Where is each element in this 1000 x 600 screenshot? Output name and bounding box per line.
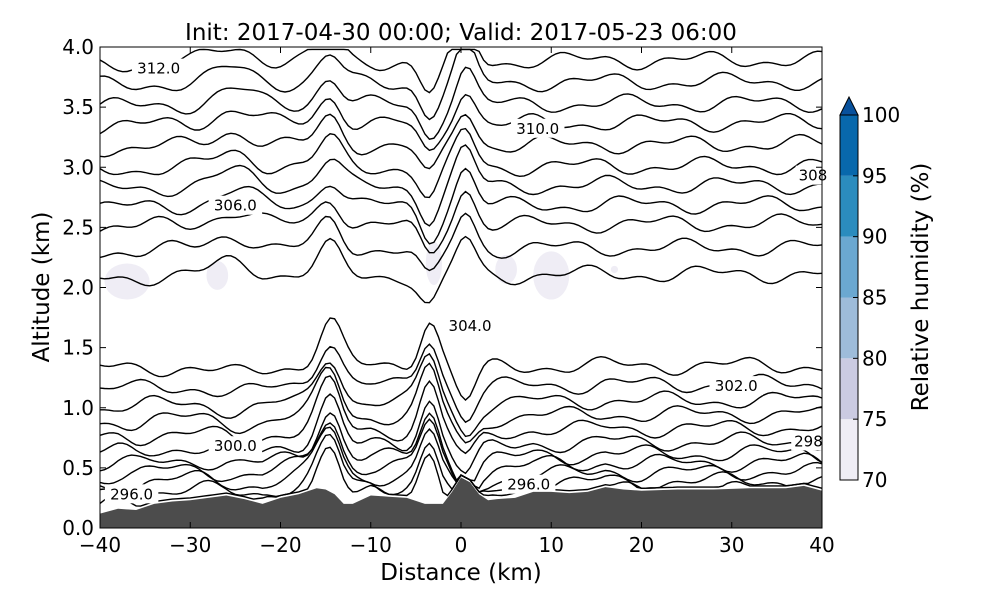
- colorbar-segment: [840, 115, 858, 176]
- contour-label-bg: [709, 376, 764, 396]
- x-tick-label: 0: [455, 533, 468, 557]
- colorbar-tick-label: 95: [862, 164, 887, 188]
- colorbar-tick-label: 100: [862, 103, 900, 127]
- contour-label-bg: [104, 484, 159, 504]
- humidity-patch: [206, 261, 229, 290]
- contour-label-bg: [501, 474, 556, 494]
- humidity-patches: [104, 241, 619, 300]
- colorbar-tick-label: 70: [862, 468, 887, 492]
- y-axis-label: Altitude (km): [29, 212, 55, 363]
- contour-label-bg: [443, 315, 497, 335]
- isentrope-line: [99, 127, 823, 199]
- y-axis: 0.0 0.5 1.0 1.5 2.0 2.5 3.0 3.5 4.0: [62, 35, 822, 540]
- plot-area: 312.0 310.0 308 306.0 304.0 302.0 300.0 298 296.…: [99, 46, 831, 529]
- isentrope-line: [99, 375, 823, 455]
- humidity-patch: [495, 255, 517, 284]
- contour-label: 298: [794, 432, 823, 450]
- terrain: [100, 477, 822, 528]
- isentrope-line: [99, 144, 822, 227]
- isentrope-line: [99, 317, 823, 401]
- x-tick-label: −40: [79, 533, 121, 557]
- y-tick-label: 2.5: [62, 215, 94, 239]
- isentrope-line: [99, 66, 823, 140]
- isentrope-line: [99, 412, 823, 482]
- colorbar-tick-label: 90: [862, 225, 887, 249]
- contour-label-bg: [791, 431, 826, 451]
- contour-label: 302.0: [715, 377, 758, 395]
- isentrope-line: [99, 212, 823, 272]
- isentrope-line: [99, 235, 823, 304]
- colorbar-segment: [840, 297, 858, 359]
- contour-label: 296.0: [507, 476, 550, 494]
- colorbar-label: Relative humidity (%): [908, 163, 934, 412]
- y-tick-label: 4.0: [62, 35, 94, 59]
- y-tick-label: 1.5: [62, 336, 94, 360]
- x-tick-label: −10: [350, 533, 392, 557]
- colorbar-segment: [840, 419, 858, 480]
- x-axis: −40 −30 −20 −10 0 10 20 30 40: [79, 47, 835, 557]
- chart-title: Init: 2017-04-30 00:00; Valid: 2017-05-2…: [185, 20, 737, 46]
- contour-label-bg: [131, 58, 186, 78]
- colorbar-segment: [840, 358, 858, 420]
- y-tick-label: 3.5: [62, 95, 94, 119]
- humidity-patch: [425, 241, 443, 286]
- contour-label: 300.0: [214, 437, 257, 455]
- contour-label: 296.0: [110, 485, 153, 503]
- colorbar-tick-label: 75: [862, 407, 887, 431]
- y-tick-label: 1.0: [62, 396, 94, 420]
- x-tick-label: −30: [169, 533, 211, 557]
- isentrope-line: [99, 93, 823, 152]
- plot-background: [100, 47, 822, 528]
- contour-label-bg: [208, 436, 263, 456]
- isentrope-line: [99, 362, 823, 444]
- contour-label: 306.0: [214, 197, 257, 215]
- x-tick-label: 10: [539, 533, 564, 557]
- colorbar-segment: [840, 236, 858, 298]
- x-tick-label: −20: [259, 533, 301, 557]
- humidity-patch: [610, 265, 619, 274]
- colorbar-segment: [840, 175, 858, 237]
- contour-labels: 312.0 310.0 308 306.0 304.0 302.0 300.0 298 296.…: [104, 58, 831, 504]
- colorbar: 70 75 80 85 90 95 100: [839, 95, 900, 492]
- colorbar-extend-arrow: [839, 95, 859, 116]
- y-tick-label: 0.0: [62, 516, 94, 540]
- contour-label: 304.0: [449, 317, 492, 335]
- y-tick-label: 0.5: [62, 456, 94, 480]
- x-axis-label: Distance (km): [380, 560, 542, 586]
- x-tick-label: 30: [719, 533, 744, 557]
- y-tick-label: 2.0: [62, 276, 94, 300]
- y-tick-label: 3.0: [62, 155, 94, 179]
- x-tick-label: 20: [629, 533, 654, 557]
- contour-label: 312.0: [137, 60, 180, 78]
- x-tick-label: 40: [809, 533, 834, 557]
- isentrope-line: [100, 352, 823, 438]
- isentrope-line: [99, 190, 823, 254]
- contour-label-bg: [510, 118, 565, 138]
- contour-label: 308: [799, 167, 828, 185]
- colorbar-tick-label: 80: [862, 346, 887, 370]
- contour-label: 310.0: [516, 120, 559, 138]
- humidity-patch: [104, 263, 150, 300]
- contour-label-bg: [208, 195, 263, 215]
- colorbar-tick-label: 85: [862, 286, 887, 310]
- isentrope-line: [99, 113, 823, 170]
- isentrope-line: [99, 343, 823, 424]
